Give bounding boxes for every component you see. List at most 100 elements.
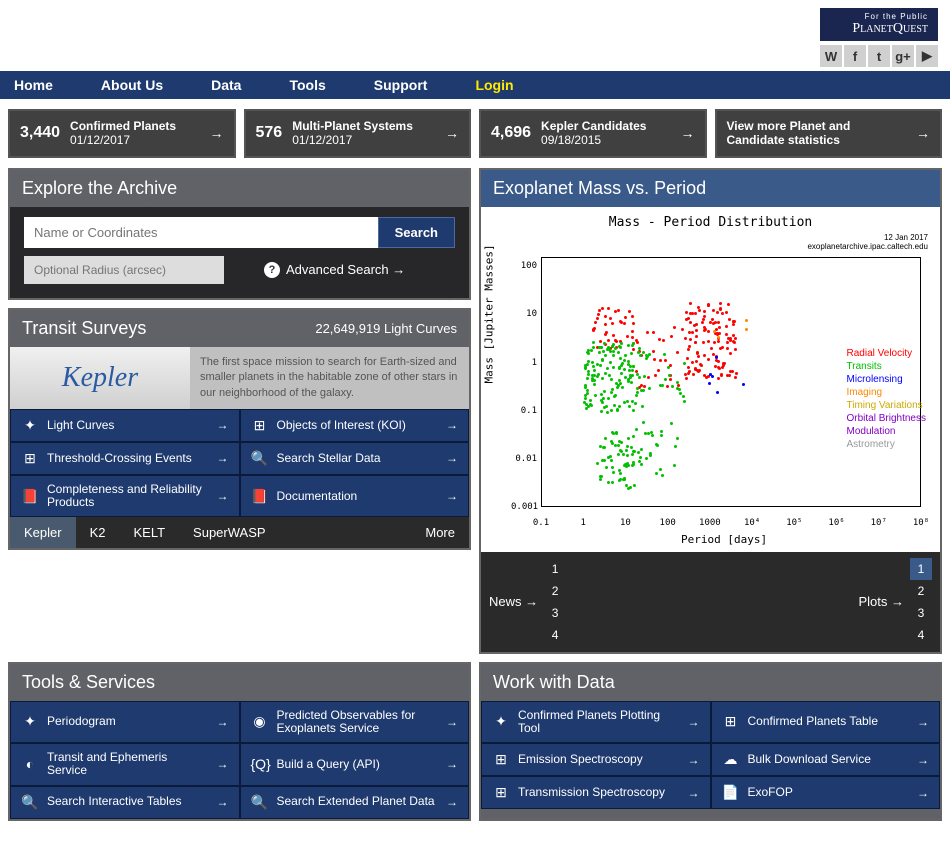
news-link[interactable]: News → xyxy=(489,594,542,609)
plot-title: Mass - Period Distribution xyxy=(489,215,932,230)
tools-title: Tools & Services xyxy=(10,664,469,701)
link-label: Objects of Interest (KOI) xyxy=(277,419,439,432)
legend-item: Orbital Brightness xyxy=(847,412,926,425)
page-1[interactable]: 1 xyxy=(544,558,566,580)
link-item[interactable]: ⊞Emission Spectroscopy→ xyxy=(481,743,711,776)
arrow-icon: → xyxy=(445,125,459,141)
link-item[interactable]: {Q}Build a Query (API)→ xyxy=(240,743,470,785)
arrow-icon: → xyxy=(446,489,458,503)
tab-kepler[interactable]: Kepler xyxy=(10,517,76,548)
arrow-icon: → xyxy=(917,753,929,767)
link-icon: 📕 xyxy=(21,488,39,505)
search-button[interactable]: Search xyxy=(378,217,455,248)
name-input[interactable] xyxy=(24,217,378,248)
stat-card[interactable]: 576Multi-Planet Systems01/12/2017→ xyxy=(244,109,472,158)
nav-about-us[interactable]: About Us xyxy=(101,77,163,93)
link-label: Light Curves xyxy=(47,419,209,432)
page-2[interactable]: 2 xyxy=(910,580,932,602)
page-3[interactable]: 3 xyxy=(910,602,932,624)
arrow-icon: → xyxy=(446,795,458,809)
plots-link[interactable]: Plots → xyxy=(858,594,908,609)
link-item[interactable]: ✦Confirmed Planets Plotting Tool→ xyxy=(481,701,711,743)
link-icon: 📕 xyxy=(251,488,269,505)
advanced-search-link[interactable]: ? Advanced Search → xyxy=(264,262,405,278)
link-item[interactable]: 📄ExoFOP→ xyxy=(711,776,941,809)
arrow-icon: → xyxy=(681,125,695,141)
transit-title: Transit Surveys xyxy=(22,318,146,339)
link-item[interactable]: 📕Documentation→ xyxy=(240,475,470,517)
link-item[interactable]: ◐Transit and Ephemeris Service→ xyxy=(10,743,240,785)
transit-tabs: KeplerK2KELTSuperWASP More xyxy=(10,517,469,548)
link-item[interactable]: 📕Completeness and Reliability Products→ xyxy=(10,475,240,517)
link-item[interactable]: ✦Light Curves→ xyxy=(10,409,240,442)
chart-footer: News → 1234 Plots → 1234 xyxy=(481,552,940,652)
nav-support[interactable]: Support xyxy=(374,77,428,93)
link-icon: ⊞ xyxy=(492,751,510,768)
social-icon[interactable]: ▶ xyxy=(916,45,938,67)
arrow-icon: → xyxy=(217,715,229,729)
nav-home[interactable]: Home xyxy=(14,77,53,93)
nav-login[interactable]: Login xyxy=(475,77,513,93)
explore-panel: Explore the Archive Search ? Advanced Se… xyxy=(8,168,471,300)
legend-item: Radial Velocity xyxy=(847,347,926,360)
page-1[interactable]: 1 xyxy=(910,558,932,580)
link-item[interactable]: 🔍Search Stellar Data→ xyxy=(240,442,470,475)
link-item[interactable]: ☁ Bulk Download Service → xyxy=(711,743,941,776)
legend-item: Imaging xyxy=(847,386,926,399)
link-item[interactable]: ◉Predicted Observables for Exoplanets Se… xyxy=(240,701,470,743)
link-item[interactable]: ✦Periodogram→ xyxy=(10,701,240,743)
link-item[interactable]: ⊞Confirmed Planets Table→ xyxy=(711,701,941,743)
stat-card[interactable]: 4,696Kepler Candidates09/18/2015→ xyxy=(479,109,707,158)
social-icon[interactable]: t xyxy=(868,45,890,67)
link-icon: ⊞ xyxy=(722,713,740,730)
arrow-icon: → xyxy=(688,753,700,767)
tab-k2[interactable]: K2 xyxy=(76,517,120,548)
link-item[interactable]: 🔍Search Interactive Tables→ xyxy=(10,786,240,819)
legend-item: Microlensing xyxy=(847,373,926,386)
social-icon[interactable]: W xyxy=(820,45,842,67)
arrow-icon: → xyxy=(217,795,229,809)
tab-kelt[interactable]: KELT xyxy=(119,517,179,548)
arrow-icon: → xyxy=(446,418,458,432)
legend-item: Timing Variations xyxy=(847,399,926,412)
page-3[interactable]: 3 xyxy=(544,602,566,624)
x-axis-label: Period [days] xyxy=(681,533,767,546)
link-icon: ☁ xyxy=(722,751,740,768)
stat-label: Kepler Candidates09/18/2015 xyxy=(541,119,670,148)
arrow-icon: → xyxy=(446,757,458,771)
y-axis-label: Mass [Jupiter Masses] xyxy=(483,244,496,383)
tab-superwasp[interactable]: SuperWASP xyxy=(179,517,280,548)
stat-card[interactable]: 3,440Confirmed Planets01/12/2017→ xyxy=(8,109,236,158)
legend-item: Astrometry xyxy=(847,438,926,451)
tab-more[interactable]: More xyxy=(411,517,469,548)
social-icon[interactable]: g+ xyxy=(892,45,914,67)
page-2[interactable]: 2 xyxy=(544,580,566,602)
page-4[interactable]: 4 xyxy=(544,624,566,646)
link-item[interactable]: ⊞Threshold-Crossing Events→ xyxy=(10,442,240,475)
link-item[interactable]: 🔍Search Extended Planet Data→ xyxy=(240,786,470,819)
nav-tools[interactable]: Tools xyxy=(289,77,325,93)
link-label: Periodogram xyxy=(47,715,209,728)
link-item[interactable]: ⊞Objects of Interest (KOI)→ xyxy=(240,409,470,442)
stat-card[interactable]: View more Planet and Candidate statistic… xyxy=(715,109,943,158)
stats-row: 3,440Confirmed Planets01/12/2017→576Mult… xyxy=(0,99,950,168)
planet-quest-link[interactable]: For the Public PlanetQuest xyxy=(820,8,938,41)
radius-input[interactable] xyxy=(24,256,224,284)
arrow-icon: → xyxy=(916,125,930,141)
main-nav: Home About Us Data Tools Support Login xyxy=(0,71,950,99)
social-icon[interactable]: f xyxy=(844,45,866,67)
social-icons: Wftg+▶ xyxy=(820,45,938,67)
legend-item: Modulation xyxy=(847,425,926,438)
link-icon: ✦ xyxy=(21,417,39,434)
site-title: NASA Exoplanet Archive xyxy=(12,8,350,40)
transit-panel: Transit Surveys 22,649,919 Light Curves … xyxy=(8,308,471,551)
nav-data[interactable]: Data xyxy=(211,77,241,93)
link-item[interactable]: ⊞Transmission Spectroscopy→ xyxy=(481,776,711,809)
link-label: Bulk Download Service xyxy=(748,753,910,766)
link-icon: ✦ xyxy=(492,713,510,730)
header: NASA Exoplanet Archive A service of NASA… xyxy=(0,0,950,71)
link-label: Confirmed Planets Table xyxy=(748,715,910,728)
link-label: Predicted Observables for Exoplanets Ser… xyxy=(277,709,439,735)
page-4[interactable]: 4 xyxy=(910,624,932,646)
arrow-icon: → xyxy=(217,451,229,465)
